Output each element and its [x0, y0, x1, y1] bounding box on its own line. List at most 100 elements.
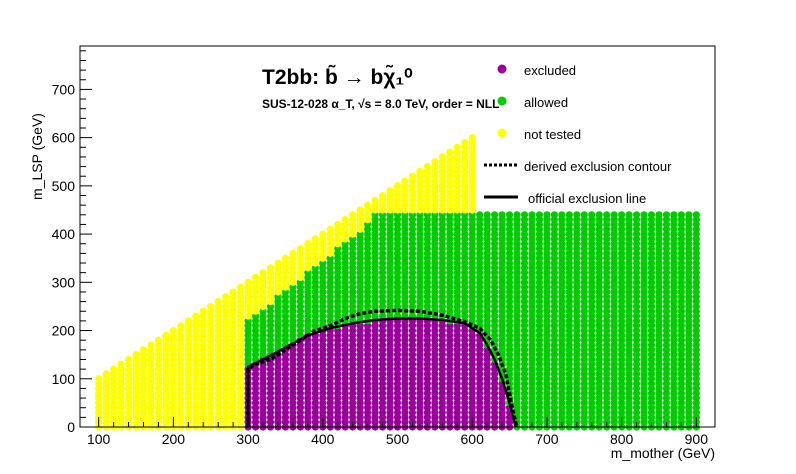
data-point — [401, 177, 409, 185]
data-point — [207, 302, 215, 311]
data-point — [296, 244, 304, 253]
legend-marker-allowed — [497, 96, 507, 106]
x-tick-label: 900 — [685, 431, 709, 447]
data-point — [341, 216, 349, 224]
data-point — [595, 211, 603, 219]
data-point — [647, 211, 656, 219]
x-tick-label: 800 — [610, 431, 634, 447]
data-point — [289, 249, 297, 257]
y-tick-label: 700 — [52, 81, 76, 97]
data-point — [491, 211, 499, 219]
data-point — [154, 336, 163, 344]
data-point — [498, 211, 506, 219]
data-point — [588, 211, 596, 219]
data-point — [431, 158, 439, 166]
data-point — [199, 307, 207, 315]
data-point — [281, 254, 290, 262]
data-point — [640, 211, 648, 219]
data-point — [117, 360, 125, 368]
data-point — [580, 211, 588, 219]
data-point — [618, 211, 626, 219]
data-point — [558, 211, 566, 219]
data-point — [416, 167, 424, 175]
y-tick-label: 500 — [52, 178, 76, 194]
x-axis-label: m_mother (GeV) — [611, 445, 715, 461]
data-point — [349, 211, 357, 219]
legend-label-not-tested: not tested — [524, 127, 581, 142]
lines-layer — [246, 308, 519, 428]
x-tick-label: 400 — [311, 431, 335, 447]
data-point — [453, 143, 461, 151]
data-point — [147, 341, 155, 349]
chart-title: T2bb: b̃ → bχ̃₁⁰ — [262, 65, 413, 89]
data-point — [259, 269, 267, 277]
data-point — [162, 331, 170, 339]
data-point — [244, 278, 252, 286]
data-point — [603, 211, 611, 219]
data-point — [386, 187, 394, 195]
data-point — [610, 211, 618, 219]
data-point — [461, 138, 469, 147]
legend-label-derived-contour: derived exclusion contour — [524, 159, 672, 174]
data-point — [334, 220, 342, 229]
data-point — [356, 206, 364, 214]
data-point — [692, 211, 700, 219]
official-exclusion-line — [246, 317, 517, 428]
data-point — [192, 312, 200, 320]
data-point — [543, 211, 551, 219]
data-point — [274, 259, 282, 267]
data-point — [304, 240, 312, 248]
data-point — [326, 225, 334, 233]
x-tick-label: 500 — [386, 431, 410, 447]
data-point — [483, 211, 491, 219]
data-point — [535, 211, 544, 219]
y-tick-label: 300 — [52, 274, 76, 290]
data-point — [528, 211, 536, 219]
data-point — [371, 196, 379, 204]
data-point — [662, 211, 671, 219]
data-point — [565, 211, 573, 219]
data-point — [423, 162, 431, 171]
data-point — [632, 211, 641, 219]
data-point — [237, 283, 245, 291]
data-point — [513, 211, 521, 219]
legend-label-allowed: allowed — [524, 95, 568, 110]
legend-label-excluded: excluded — [524, 63, 576, 78]
y-tick-label: 600 — [52, 130, 76, 146]
data-point — [655, 211, 663, 219]
x-tick-label: 100 — [87, 431, 111, 447]
legend: excluded allowed not tested derived excl… — [484, 63, 672, 206]
x-tick-label: 600 — [461, 431, 485, 447]
data-point — [685, 211, 693, 219]
data-point — [670, 211, 678, 219]
data-point — [102, 370, 110, 378]
data-point — [573, 211, 581, 219]
y-tick-label: 0 — [67, 419, 75, 435]
data-point — [124, 355, 133, 364]
data-point — [505, 211, 514, 219]
data-point — [364, 201, 372, 209]
data-point — [110, 365, 118, 373]
legend-marker-excluded — [497, 64, 507, 74]
data-point — [408, 172, 417, 180]
axes-layer: 100 200 300 400 500 600 700 800 900 0 100 200 300 400… — [52, 50, 709, 447]
y-axis-label: m_LSP (GeV) — [29, 113, 45, 200]
data-point — [251, 273, 260, 282]
data-point — [132, 351, 140, 359]
data-point — [468, 134, 476, 142]
data-point — [378, 191, 387, 200]
y-tick-label: 200 — [52, 323, 76, 339]
data-point — [169, 326, 177, 335]
data-point — [625, 211, 633, 219]
data-point — [177, 322, 185, 330]
data-point — [550, 211, 558, 219]
y-tick-label: 100 — [52, 371, 76, 387]
y-tick-label: 400 — [52, 226, 76, 242]
data-point — [393, 182, 402, 190]
data-point — [184, 317, 192, 325]
data-point — [266, 264, 275, 272]
legend-marker-not-tested — [497, 128, 507, 138]
data-point — [520, 211, 529, 219]
data-point — [229, 288, 237, 296]
